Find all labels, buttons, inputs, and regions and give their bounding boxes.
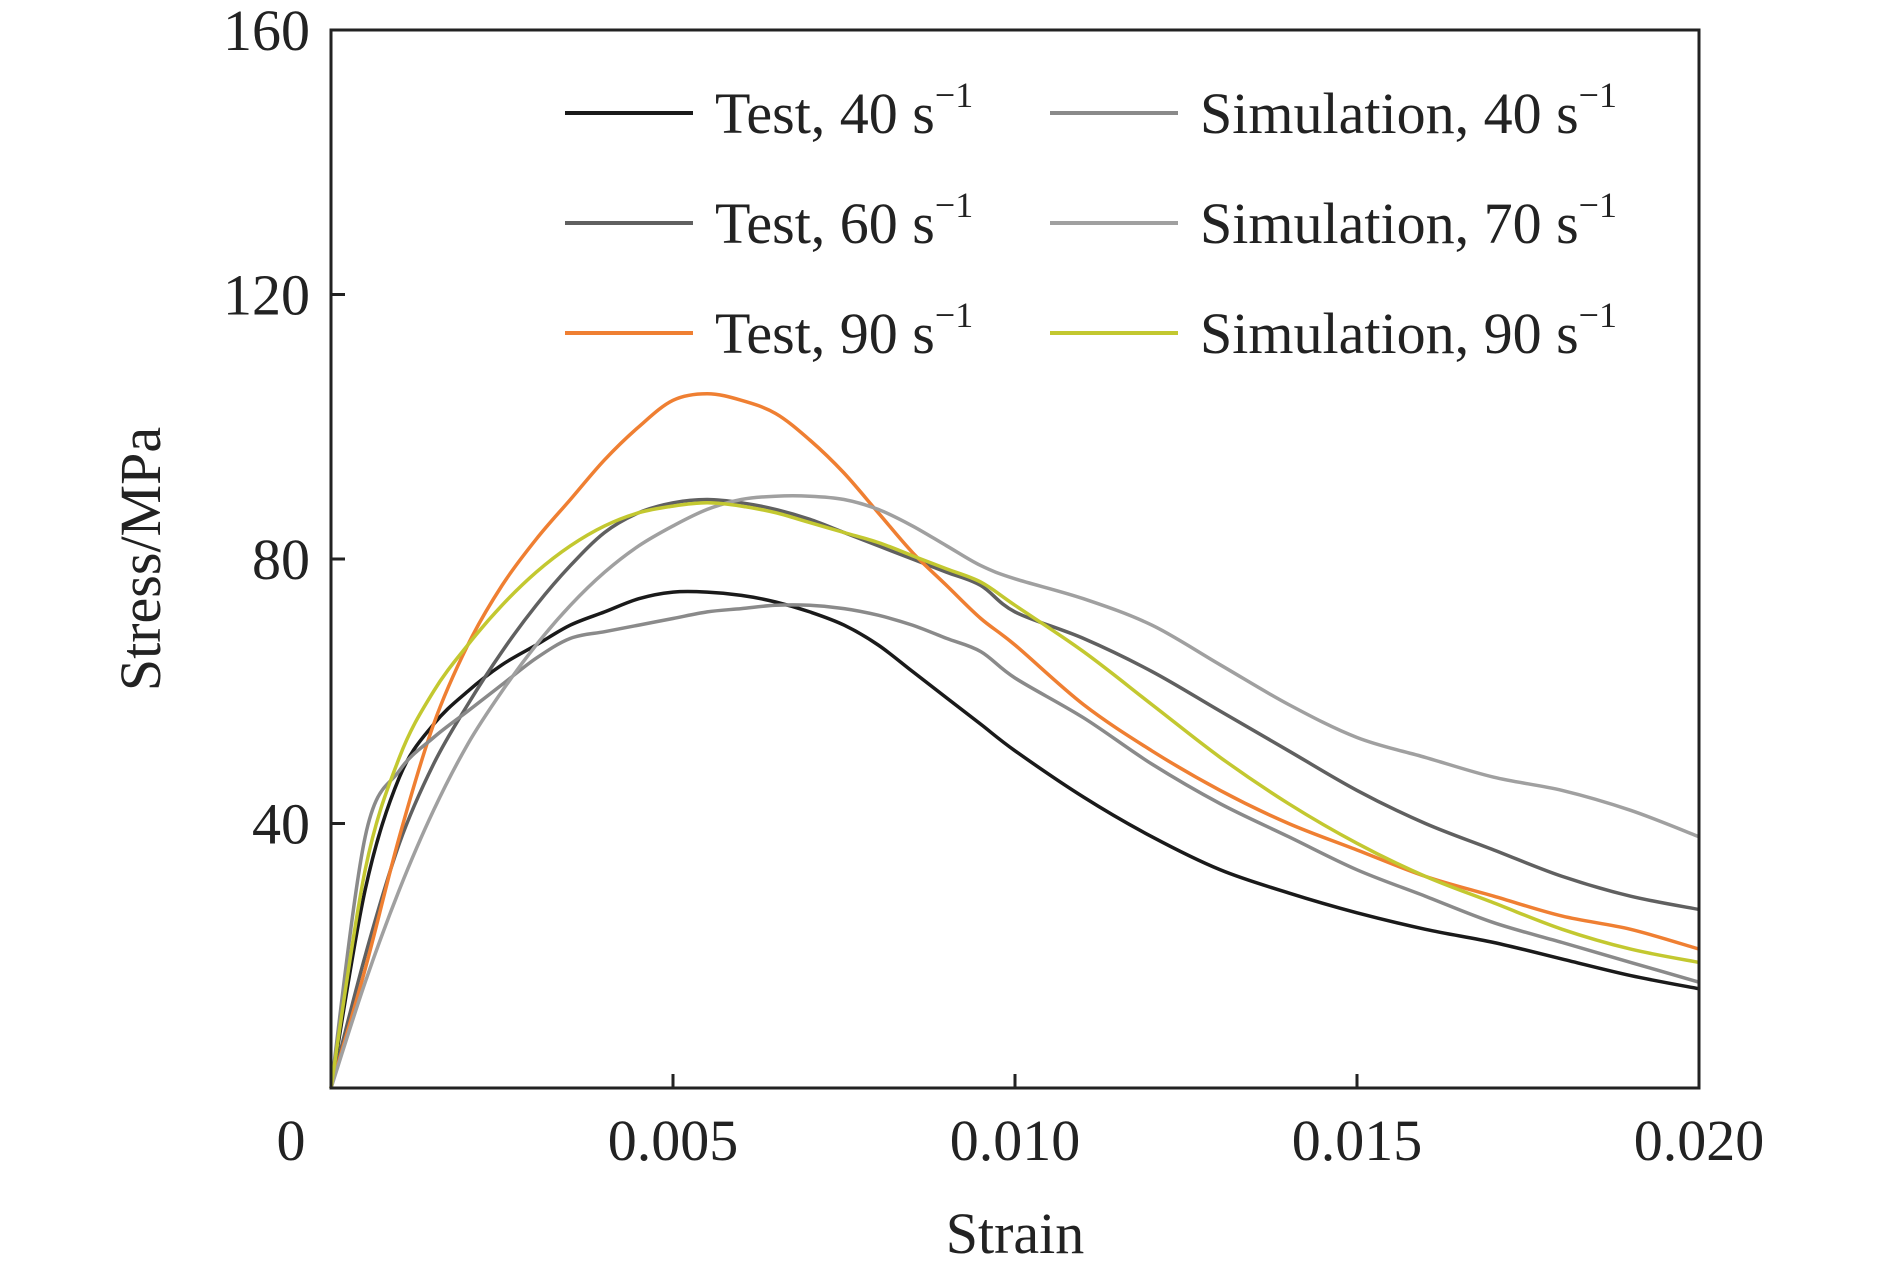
x-axis-title: Strain (946, 1201, 1085, 1266)
x-tick-label: 0.015 (1292, 1108, 1423, 1173)
legend-label: Test, 40 s−1 (715, 75, 973, 146)
legend-label: Test, 60 s−1 (715, 185, 973, 256)
plot-frame (329, 28, 1701, 1090)
ticks-layer: 0 0.005 0.010 0.015 0.020 40 80 120 160 (223, 0, 1764, 1173)
legend-label: Simulation, 90 s−1 (1200, 295, 1617, 366)
x-tick-label: 0.010 (950, 1108, 1081, 1173)
x-tick-label: 0 (277, 1108, 306, 1173)
series-line-4 (329, 494, 1700, 1089)
series-line-5 (329, 501, 1700, 1089)
y-tick-label: 160 (223, 0, 310, 63)
y-axis-title: Stress/MPa (108, 427, 173, 691)
series-line-2 (329, 391, 1700, 1089)
y-tick-label: 80 (252, 527, 310, 592)
series-line-0 (329, 589, 1700, 1089)
series-layer (329, 391, 1700, 1089)
legend-label: Simulation, 70 s−1 (1200, 185, 1617, 256)
series-line-1 (329, 497, 1700, 1089)
legend-label: Test, 90 s−1 (715, 295, 973, 366)
legend: Test, 40 s−1 Test, 60 s−1 Test, 90 s−1 Simu… (565, 75, 1617, 366)
y-tick-label: 120 (223, 263, 310, 328)
x-tick-label: 0.020 (1634, 1108, 1765, 1173)
y-tick-label: 40 (252, 792, 310, 857)
legend-label: Simulation, 40 s−1 (1200, 75, 1617, 146)
series-line-3 (329, 603, 1700, 1089)
x-tick-label: 0.005 (608, 1108, 739, 1173)
